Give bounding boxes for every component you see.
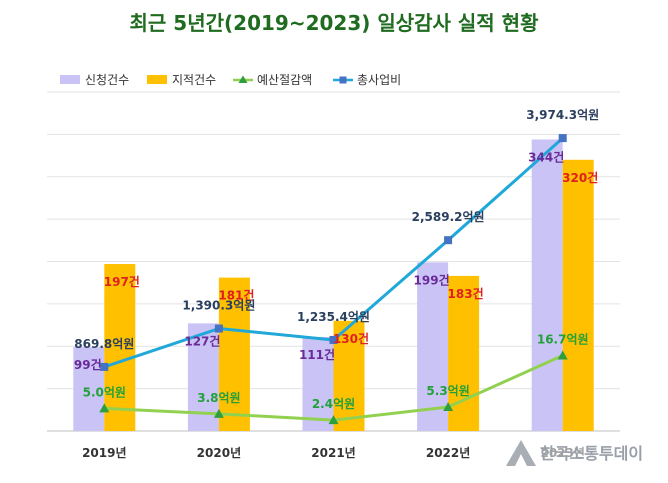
label-findings: 197건: [104, 274, 140, 289]
label-applications: 344건: [528, 149, 564, 164]
legend: 신청건수 지적건수 예산절감액 총사업비: [60, 73, 401, 87]
label-findings: 181건: [218, 288, 254, 303]
label-findings: 183건: [448, 286, 484, 301]
label-budget: 869.8억원: [74, 337, 134, 351]
marker-savings: [443, 402, 454, 412]
label-savings: 3.8억원: [197, 391, 240, 405]
watermark: 한국소통투데이: [502, 436, 657, 468]
x-tick-label: 2021년: [311, 446, 355, 460]
watermark-logo-icon: [506, 440, 536, 466]
label-budget: 3,974.3억원: [526, 108, 599, 122]
lines: [99, 134, 568, 425]
marker-savings: [99, 403, 110, 413]
bar-findings: [562, 159, 594, 432]
legend-marker-savings: [238, 75, 248, 83]
label-budget: 1,235.4억원: [297, 310, 370, 324]
label-findings: 130건: [333, 331, 369, 346]
chart-title: 최근 5년간(2019~2023) 일상감사 실적 현황: [130, 11, 540, 35]
x-tick-label: 2022년: [426, 446, 470, 460]
marker-savings: [213, 408, 224, 418]
marker-budget: [329, 335, 338, 344]
watermark-text: 한국소통투데이: [540, 444, 643, 463]
label-budget: 1,390.3억원: [182, 299, 255, 313]
bar-applications: [531, 139, 563, 431]
bar-applications: [417, 262, 449, 431]
legend-swatch-findings: [147, 75, 167, 84]
marker-savings: [557, 350, 568, 360]
bar-findings: [218, 277, 250, 431]
legend-label-applications: 신청건수: [85, 73, 129, 87]
legend-swatch-applications: [60, 75, 80, 84]
bar-applications: [302, 336, 334, 431]
x-tick-label: 2020년: [197, 446, 241, 460]
label-savings: 5.3억원: [426, 384, 469, 398]
bar-applications: [73, 347, 105, 431]
label-applications: 111건: [299, 347, 335, 362]
label-budget: 2,589.2억원: [412, 210, 485, 224]
label-applications: 199건: [414, 272, 450, 287]
label-savings: 2.4억원: [312, 397, 355, 411]
legend-label-savings: 예산절감액: [257, 73, 312, 87]
bar-findings: [333, 320, 365, 431]
label-savings: 5.0억원: [83, 385, 126, 399]
marker-budget: [444, 236, 453, 245]
legend-marker-budget: [339, 76, 347, 84]
marker-budget: [214, 324, 223, 333]
x-tick-label: 2019년: [82, 446, 126, 460]
marker-budget: [558, 134, 567, 143]
legend-label-budget: 총사업비: [357, 73, 401, 87]
marker-savings: [328, 415, 339, 425]
watermark-background: [502, 436, 657, 468]
label-findings: 320건: [562, 170, 598, 185]
legend-label-findings: 지적건수: [172, 73, 216, 87]
bars: [73, 139, 594, 432]
label-applications: 99건: [74, 357, 102, 372]
label-savings: 16.7억원: [537, 333, 589, 347]
marker-budget: [100, 362, 109, 371]
label-applications: 127건: [184, 333, 220, 348]
bar-findings: [104, 264, 136, 431]
